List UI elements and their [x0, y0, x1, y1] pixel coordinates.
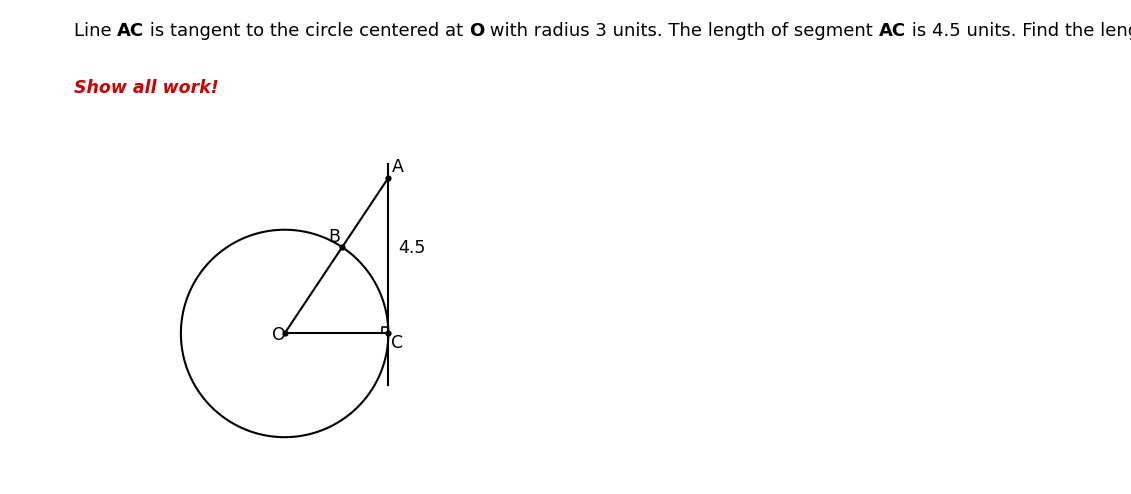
Text: is 4.5 units. Find the length of segment: is 4.5 units. Find the length of segment — [906, 22, 1131, 40]
Text: A: A — [391, 158, 404, 176]
Text: O: O — [271, 326, 285, 344]
Text: AC: AC — [879, 22, 906, 40]
Text: AC: AC — [116, 22, 144, 40]
Text: C: C — [391, 334, 403, 353]
Text: is tangent to the circle centered at: is tangent to the circle centered at — [144, 22, 469, 40]
Text: O: O — [469, 22, 484, 40]
Text: Line: Line — [74, 22, 116, 40]
Text: with radius 3 units. The length of segment: with radius 3 units. The length of segme… — [484, 22, 879, 40]
Text: 4.5: 4.5 — [398, 239, 425, 257]
Text: B: B — [328, 228, 340, 246]
Text: Show all work!: Show all work! — [74, 79, 218, 97]
